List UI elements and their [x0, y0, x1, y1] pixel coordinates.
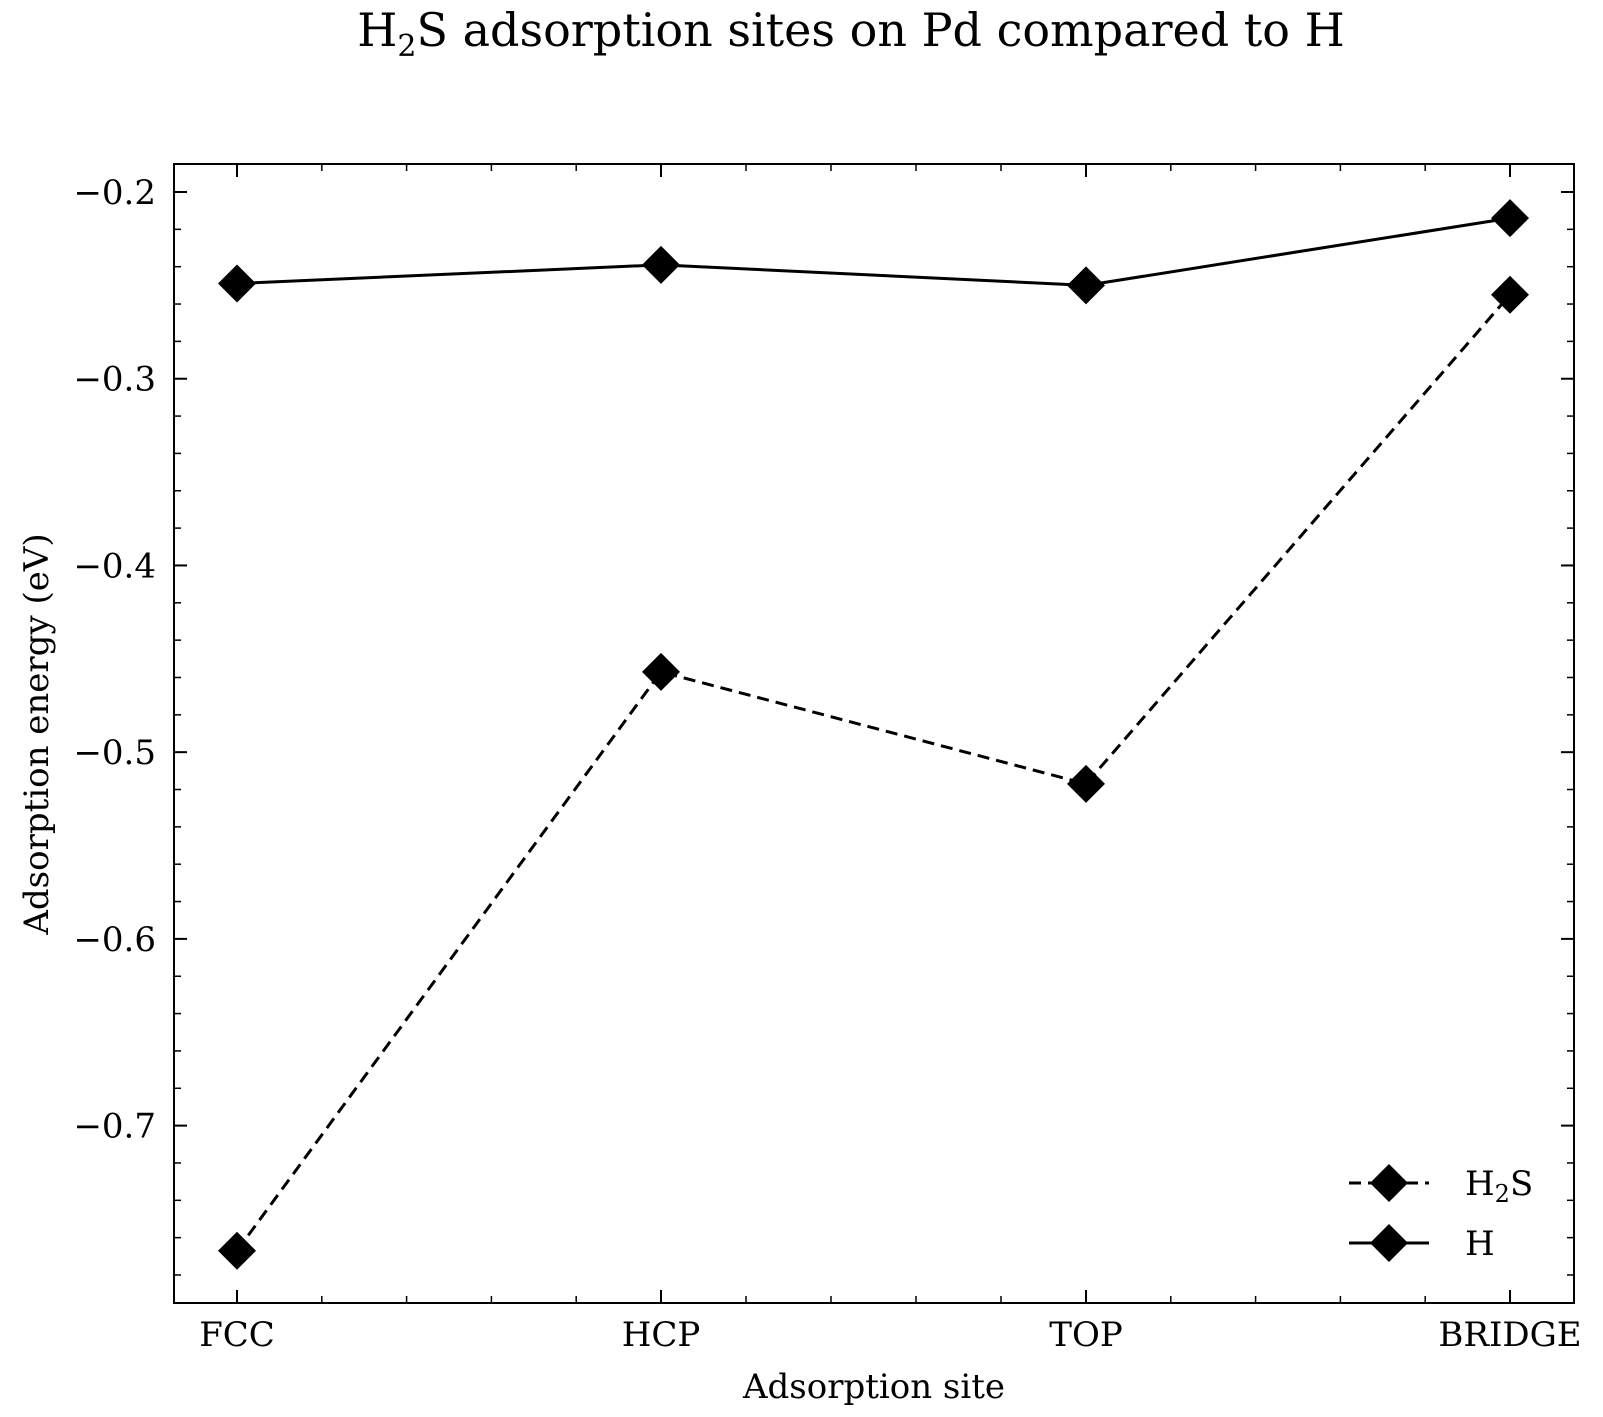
- series-h-point: [218, 264, 256, 303]
- x-tick-label: HCP: [622, 1315, 701, 1355]
- legend-h2s-marker: [1370, 1164, 1408, 1202]
- series-h2s-point: [642, 652, 680, 691]
- legend-h2s-label-sub: 2: [1495, 1180, 1510, 1208]
- series-h2s-point: [218, 1231, 256, 1270]
- x-tick-label: TOP: [1049, 1315, 1122, 1355]
- plot-area-frame: [173, 163, 1575, 1304]
- series-h-line: [236, 216, 1511, 287]
- series-h-point: [642, 245, 680, 284]
- legend-h-marker: [1370, 1224, 1408, 1262]
- x-tick-label: FCC: [199, 1315, 275, 1355]
- chart-title: H2S adsorption sites on Pd compared to H: [357, 3, 1344, 64]
- chart-title-rest: S adsorption sites on Pd compared to H: [416, 3, 1344, 57]
- y-tick-label: −0.3: [73, 360, 156, 400]
- y-tick-label: −0.5: [73, 733, 156, 773]
- y-tick-label: −0.6: [73, 920, 156, 960]
- y-tick-label: −0.2: [73, 173, 156, 213]
- series-h2s-point: [1067, 764, 1105, 803]
- y-axis-label: Adsorption energy (eV): [17, 533, 57, 935]
- legend-h2s-label: H2S: [1465, 1164, 1533, 1208]
- series-h-point: [1067, 266, 1105, 305]
- legend-h-label: H: [1465, 1224, 1495, 1264]
- y-tick-label: −0.7: [73, 1107, 156, 1147]
- x-axis-label: Adsorption site: [742, 1367, 1005, 1407]
- series-h2s-point: [1491, 275, 1529, 314]
- chart-title-main: H: [357, 3, 397, 57]
- legend-h2s-label-main: H: [1465, 1164, 1495, 1204]
- y-tick-label: −0.4: [73, 546, 156, 586]
- series-h-point: [1491, 199, 1529, 238]
- chart-title-subscript: 2: [397, 29, 416, 64]
- legend: H2S H: [1349, 1164, 1533, 1264]
- series-layer: [218, 199, 1529, 1270]
- x-tick-label: BRIDGE: [1438, 1315, 1581, 1355]
- axis-ticks: −0.2 −0.3 −0.4 −0.5 −0.6 −0.7 FCC HCP TOP BRIDGE: [73, 164, 1582, 1355]
- legend-h2s-label-rest: S: [1510, 1164, 1533, 1204]
- series-h2s-line: [235, 293, 1512, 1252]
